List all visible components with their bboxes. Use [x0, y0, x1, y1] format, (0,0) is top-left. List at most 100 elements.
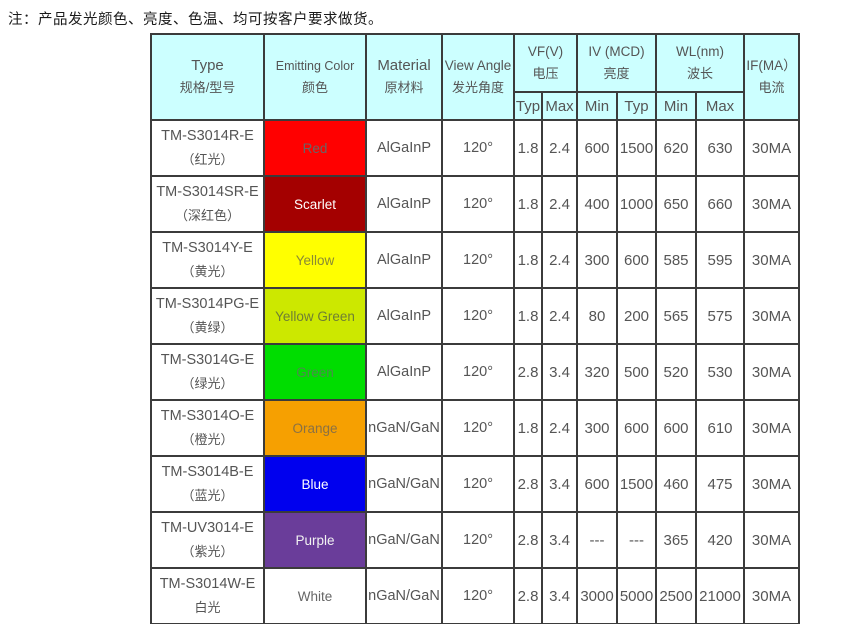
if-cell: 30MA	[743, 567, 800, 624]
header-if-zh: 电流	[758, 80, 785, 95]
color-swatch: Purple	[263, 511, 367, 569]
vf-typ-cell: 1.8	[513, 231, 543, 289]
vf-typ-cell: 2.8	[513, 343, 543, 401]
color-swatch: Green	[263, 343, 367, 401]
wl-max-cell: 595	[695, 231, 745, 289]
if-cell: 30MA	[743, 175, 800, 233]
iv-typ-cell: 1500	[616, 119, 657, 177]
header-view-angle-zh: 发光角度	[451, 80, 504, 95]
wl-min-cell: 620	[655, 119, 697, 177]
header-emitting-color-en: Emitting Color	[275, 59, 355, 73]
iv-min-cell: 80	[576, 287, 618, 345]
header-material-en: Material	[377, 57, 431, 74]
header-iv-en: IV (MCD)	[588, 44, 645, 59]
table-row: TM-S3014Y-E （黄光） Yellow AlGaInP 120° 1.8…	[150, 231, 800, 289]
if-cell: 30MA	[743, 455, 800, 513]
type-code: TM-S3014B-E	[161, 464, 254, 480]
view-angle-cell: 120°	[441, 231, 515, 289]
type-code: TM-S3014R-E	[161, 128, 254, 144]
type-chinese: （红光）	[181, 152, 234, 167]
wl-max-cell: 630	[695, 119, 745, 177]
wl-min-cell: 585	[655, 231, 697, 289]
header-vf-en: VF(V)	[527, 44, 564, 59]
material-cell: AlGaInP	[365, 175, 443, 233]
vf-typ-cell: 1.8	[513, 119, 543, 177]
type-chinese: 白光	[194, 600, 221, 615]
color-swatch: Yellow	[263, 231, 367, 289]
type-cell: TM-S3014G-E （绿光）	[150, 343, 265, 401]
if-cell: 30MA	[743, 119, 800, 177]
header-emitting-color-zh: 颜色	[301, 80, 328, 95]
material-cell: AlGaInP	[365, 287, 443, 345]
subheader-iv-typ: Typ	[616, 91, 657, 121]
vf-max-cell: 2.4	[541, 231, 578, 289]
wl-max-cell: 610	[695, 399, 745, 457]
wl-min-cell: 520	[655, 343, 697, 401]
table-row: TM-S3014G-E （绿光） Green AlGaInP 120° 2.8 …	[150, 343, 800, 401]
table-header: Type 规格/型号 Emitting Color 颜色 Material 原材…	[150, 33, 800, 121]
type-code: TM-S3014W-E	[159, 576, 256, 592]
table-body: TM-S3014R-E （红光） Red AlGaInP 120° 1.8 2.…	[150, 119, 800, 624]
if-cell: 30MA	[743, 511, 800, 569]
header-material: Material 原材料	[365, 33, 443, 121]
type-chinese: （黄绿）	[181, 320, 234, 335]
material-cell: nGaN/GaN	[365, 511, 443, 569]
note-text: 注：产品发光颜色、亮度、色温、均可按客户要求做货。	[8, 12, 383, 28]
material-cell: AlGaInP	[365, 343, 443, 401]
vf-max-cell: 2.4	[541, 175, 578, 233]
wl-max-cell: 575	[695, 287, 745, 345]
iv-typ-cell: 1000	[616, 175, 657, 233]
type-code: TM-S3014Y-E	[162, 240, 253, 256]
type-chinese: （紫光）	[181, 544, 234, 559]
header-vf: VF(V) 电压	[513, 33, 578, 93]
wl-min-cell: 565	[655, 287, 697, 345]
header-wl-zh: 波长	[686, 66, 713, 81]
header-vf-zh: 电压	[532, 66, 559, 81]
view-angle-cell: 120°	[441, 287, 515, 345]
iv-min-cell: 320	[576, 343, 618, 401]
wl-max-cell: 530	[695, 343, 745, 401]
type-chinese: （橙光）	[181, 432, 234, 447]
header-view-angle: View Angle 发光角度	[441, 33, 515, 121]
iv-min-cell: ---	[576, 511, 618, 569]
type-chinese: （绿光）	[181, 376, 234, 391]
table-row: TM-UV3014-E （紫光） Purple nGaN/GaN 120° 2.…	[150, 511, 800, 569]
iv-typ-cell: 5000	[616, 567, 657, 624]
type-cell: TM-UV3014-E （紫光）	[150, 511, 265, 569]
type-chinese: （深红色）	[174, 208, 240, 223]
subheader-vf-typ: Typ	[513, 91, 543, 121]
table-row: TM-S3014SR-E （深红色） Scarlet AlGaInP 120° …	[150, 175, 800, 233]
type-code: TM-S3014G-E	[160, 352, 255, 368]
wl-max-cell: 660	[695, 175, 745, 233]
iv-typ-cell: ---	[616, 511, 657, 569]
iv-min-cell: 600	[576, 455, 618, 513]
header-type-en: Type	[191, 57, 224, 74]
color-swatch: Yellow Green	[263, 287, 367, 345]
view-angle-cell: 120°	[441, 455, 515, 513]
table-row: TM-S3014O-E （橙光） Orange nGaN/GaN 120° 1.…	[150, 399, 800, 457]
wl-min-cell: 600	[655, 399, 697, 457]
type-cell: TM-S3014PG-E （黄绿）	[150, 287, 265, 345]
vf-max-cell: 3.4	[541, 343, 578, 401]
header-material-zh: 原材料	[384, 80, 424, 95]
iv-typ-cell: 600	[616, 231, 657, 289]
header-iv-zh: 亮度	[603, 66, 630, 81]
type-code: TM-S3014SR-E	[156, 184, 259, 200]
header-wl: WL(nm) 波长	[655, 33, 745, 93]
if-cell: 30MA	[743, 231, 800, 289]
iv-min-cell: 300	[576, 231, 618, 289]
iv-typ-cell: 1500	[616, 455, 657, 513]
type-code: TM-S3014PG-E	[155, 296, 260, 312]
material-cell: nGaN/GaN	[365, 399, 443, 457]
type-cell: TM-S3014Y-E （黄光）	[150, 231, 265, 289]
table-row: TM-S3014B-E （蓝光） Blue nGaN/GaN 120° 2.8 …	[150, 455, 800, 513]
type-code: TM-S3014O-E	[160, 408, 255, 424]
view-angle-cell: 120°	[441, 119, 515, 177]
type-chinese: （蓝光）	[181, 488, 234, 503]
header-view-angle-en: View Angle	[444, 58, 512, 73]
iv-typ-cell: 500	[616, 343, 657, 401]
subheader-wl-min: Min	[655, 91, 697, 121]
vf-typ-cell: 1.8	[513, 175, 543, 233]
table-row: TM-S3014W-E 白光 White nGaN/GaN 120° 2.8 3…	[150, 567, 800, 624]
